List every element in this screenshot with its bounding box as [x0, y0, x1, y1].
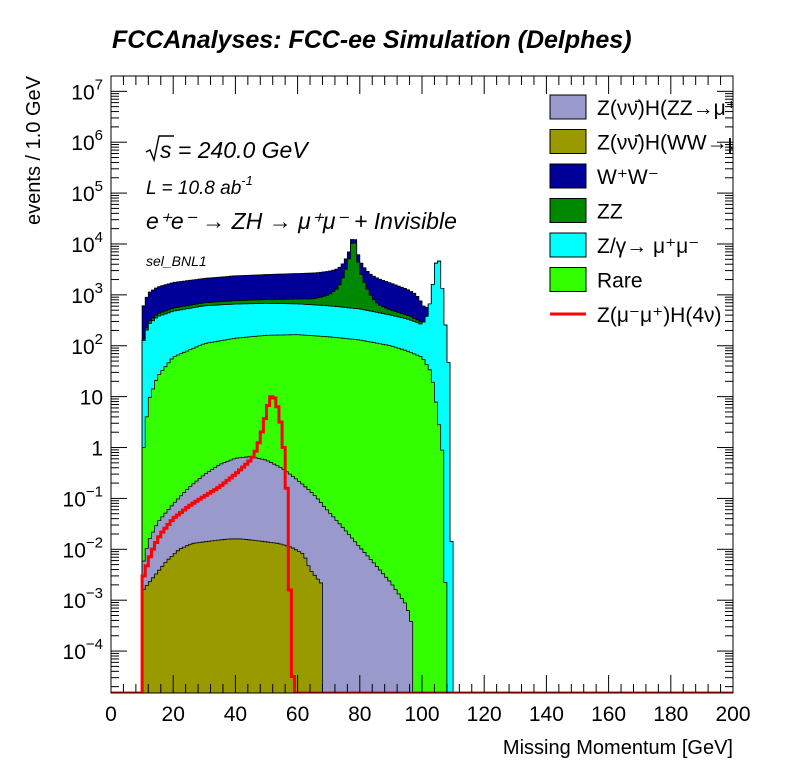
x-tick-label: 0 [105, 703, 117, 726]
legend-label: W⁺W⁻ [597, 166, 659, 189]
y-tick-exponent: −3 [86, 585, 103, 602]
y-tick-label: 1 [91, 438, 103, 461]
annotation-lumi: L = 10.8 ab-1 [146, 173, 253, 199]
y-tick-label: 10−1 [63, 483, 103, 511]
y-tick-base: 10 [71, 336, 94, 359]
y-tick-exponent: 7 [95, 76, 103, 93]
legend-label: Z(μ⁻μ⁺)H(4ν) [597, 304, 722, 327]
y-tick-label: 104 [71, 229, 103, 257]
y-tick-base: 10 [63, 590, 86, 613]
annotation-selection: sel_BNL1 [146, 253, 207, 269]
x-tick-label: 40 [224, 703, 247, 726]
y-tick-base: 10 [71, 285, 94, 308]
x-tick-label: 20 [162, 703, 185, 726]
legend-label: Z/γ→ μ⁺μ⁻ [597, 235, 699, 258]
y-tick-label: 102 [71, 331, 103, 359]
signal-line [111, 395, 733, 693]
legend-label: ZZ [597, 201, 623, 224]
y-tick-label: 10−2 [63, 534, 103, 562]
x-tick-label: 140 [529, 703, 564, 726]
legend: Z(νν̄)H(ZZ→μ⁺μ⁻νν̄) Z(νν̄)H(WW→μ⁺νμ⁻ν̄) W⁺… [549, 94, 796, 327]
y-tick-exponent: −4 [86, 636, 103, 653]
y-tick-label: 10 [80, 387, 103, 410]
legend-swatch [549, 198, 587, 223]
y-tick-exponent: 5 [95, 178, 103, 195]
series-fill-z-h-ww [111, 538, 733, 693]
x-tick-label: 100 [404, 703, 439, 726]
y-tick-exponent: 2 [95, 331, 103, 348]
annotation-lumi-base: L = 10.8 ab [146, 178, 241, 199]
annotation-process: e⁺e⁻ → ZH → μ⁺μ⁻ + Invisible [146, 208, 457, 234]
x-tick-label: 120 [467, 703, 502, 726]
y-tick-base: 10 [71, 132, 94, 155]
y-tick-label: 103 [71, 280, 103, 308]
y-tick-base: 10 [71, 81, 94, 104]
y-tick-base: 10 [63, 641, 86, 664]
legend-swatch [549, 129, 587, 154]
y-tick-label: 106 [71, 127, 103, 155]
legend-swatch [549, 232, 587, 258]
y-tick-exponent: 6 [95, 127, 103, 144]
y-tick-base: 10 [63, 539, 86, 562]
legend-label: Rare [597, 270, 643, 293]
y-tick-base: 1 [91, 438, 103, 461]
annotation-sqrts: s = 240.0 GeV [145, 135, 310, 163]
y-tick-exponent: −2 [86, 534, 103, 551]
legend-swatch [549, 267, 587, 292]
legend-swatch [549, 94, 587, 120]
chart-title: FCCAnalyses: FCC-ee Simulation (Delphes) [112, 26, 632, 54]
y-tick-base: 10 [71, 183, 94, 206]
x-axis-label: Missing Momentum [GeV] [503, 737, 733, 759]
legend-label: Z(νν̄)H(ZZ→μ⁺μ⁻νν̄) [597, 97, 788, 120]
y-tick-exponent: 3 [95, 280, 103, 297]
legend-label: Z(νν̄)H(WW→μ⁺νμ⁻ν̄) [597, 132, 796, 155]
y-tick-label: 10−4 [63, 636, 103, 664]
y-tick-exponent: 4 [95, 229, 103, 246]
annotation-sqrts-text: s = 240.0 GeV [160, 137, 310, 163]
signal-layer [111, 395, 733, 693]
y-axis-label: events / 1.0 GeV [23, 75, 45, 225]
x-tick-label: 60 [286, 703, 309, 726]
y-tick-label: 105 [71, 178, 103, 206]
annotation-lumi-exp: -1 [241, 173, 253, 188]
x-tick-label: 160 [591, 703, 626, 726]
y-tick-label: 107 [71, 76, 103, 104]
y-tick-base: 10 [63, 488, 86, 511]
y-tick-base: 10 [80, 387, 103, 410]
x-tick-label: 80 [348, 703, 371, 726]
x-tick-label: 200 [715, 703, 750, 726]
stack-layer [111, 239, 733, 693]
y-tick-base: 10 [71, 234, 94, 257]
legend-swatch [549, 163, 587, 189]
sqrt-symbol [145, 135, 174, 163]
x-tick-label: 180 [653, 703, 688, 726]
y-tick-exponent: −1 [86, 483, 103, 500]
y-tick-label: 10−3 [63, 585, 103, 613]
